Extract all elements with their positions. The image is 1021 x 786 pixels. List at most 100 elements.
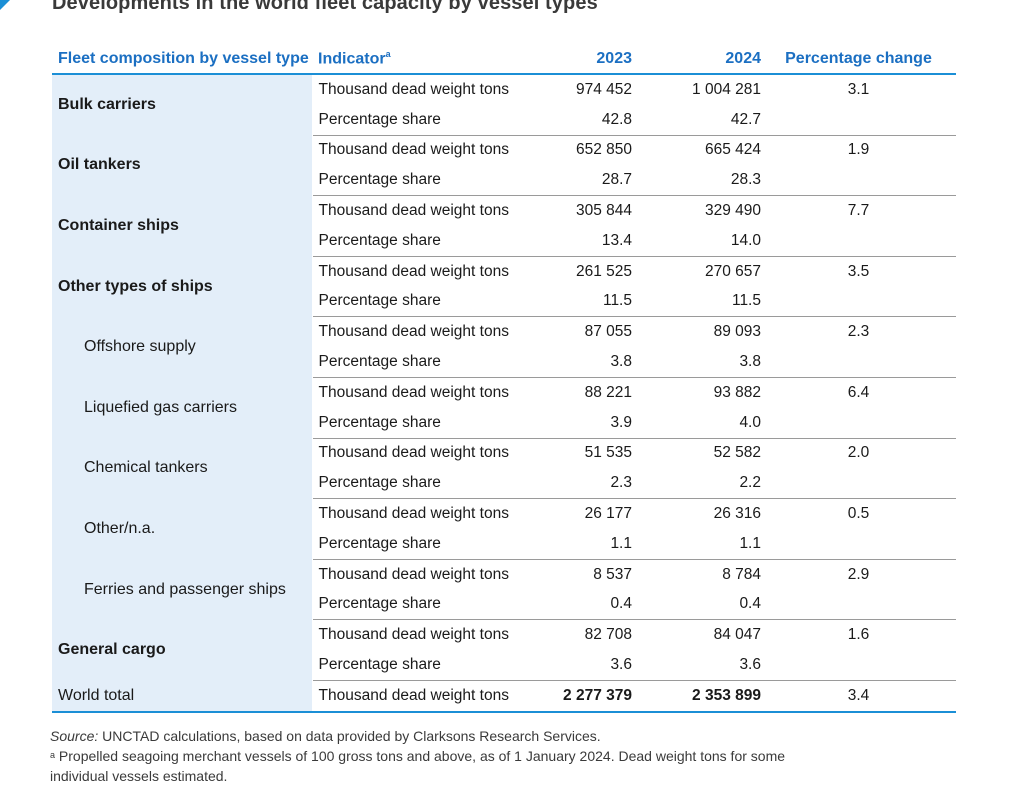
vessel-type-label: General cargo [52,619,313,681]
share-2024: 3.8 [632,347,761,378]
percentage-change-empty [761,407,956,439]
value-2023: 974 452 [575,80,632,98]
value-2023: 652 850 [575,141,632,159]
table-row: Percentage share 13.4 14.0 [52,225,956,257]
percentage-change-value: 0.5 [847,505,870,523]
vessel-type-label: Other types of ships [52,256,313,317]
share-2023: 11.5 [532,286,632,318]
table-row: Percentage share 28.7 28.3 [52,165,956,197]
percentage-change-empty [761,650,956,681]
table-row: Percentage share 42.8 42.7 [52,104,956,136]
header-percentage-change: Percentage change [761,44,956,75]
indicator-label: Percentage share [312,528,532,560]
header-2023: 2023 [532,44,632,75]
vessel-type-label: Other/n.a. [52,498,313,560]
percentage-change-value: 3.1 [847,80,870,98]
percentage-change-empty [761,468,956,500]
share-2023: 13.4 [532,225,632,257]
indicator-label: Thousand dead weight tons [318,383,509,401]
table-row: Percentage share 0.4 0.4 [52,589,956,621]
value-2024: 93 882 [713,383,761,401]
percentage-change-value: 1.9 [847,141,870,159]
table-row: Bulk carriers Thousand dead weight tons 97… [52,74,956,136]
indicator-label: Percentage share [312,104,532,136]
world-total-row: World total Thousand dead weight tons 2 27… [52,680,956,713]
value-2023: 51 535 [584,444,632,462]
percentage-change-empty [761,347,956,378]
source-note: Source: UNCTAD calculations, based on da… [50,726,830,746]
fleet-capacity-table: Fleet composition by vessel type Indicat… [52,44,956,713]
percentage-change-value: 3.5 [847,262,870,280]
indicator-label: Percentage share [312,225,532,257]
value-2023: 87 055 [584,323,632,341]
corner-accent [0,0,10,10]
percentage-change-empty [761,589,956,621]
value-2023: 82 708 [584,626,632,644]
indicator-label: Percentage share [312,347,532,378]
vessel-type-label: Offshore supply [52,316,313,378]
table-row: Oil tankers Thousand dead weight tons 652 … [52,135,956,196]
value-2024: 52 582 [713,444,761,462]
value-2024: 1 004 281 [692,80,761,98]
share-2023: 1.1 [532,528,632,560]
table-row: General cargo Thousand dead weight tons 82… [52,619,956,681]
value-2023: 305 844 [575,202,632,220]
world-total-label: World total [52,680,313,713]
share-2024: 2.2 [632,468,761,500]
percentage-change-value: 7.7 [847,202,870,220]
table-row: Other/n.a. Thousand dead weight tons 26 17… [52,498,956,560]
percentage-change-value: 2.3 [847,323,870,341]
indicator-label: Thousand dead weight tons [318,202,509,220]
indicator-label: Percentage share [312,468,532,500]
header-indicator: Indicatora [312,44,532,75]
source-text: UNCTAD calculations, based on data provi… [98,728,601,744]
share-2024: 28.3 [632,165,761,197]
vessel-type-label: Container ships [52,195,313,257]
value-2023: 26 177 [584,505,632,523]
share-2024: 3.6 [632,650,761,681]
table-notes: Source: UNCTAD calculations, based on da… [50,726,830,786]
indicator-label: Thousand dead weight tons [318,141,509,159]
indicator-label: Thousand dead weight tons [318,565,509,583]
value-2024: 89 093 [713,323,761,341]
source-label: Source: [50,728,99,744]
indicator-label: Percentage share [312,165,532,197]
share-2023: 3.9 [532,407,632,439]
indicator-label: Thousand dead weight tons [318,323,509,341]
share-2024: 1.1 [632,528,761,560]
indicator-label: Percentage share [312,589,532,621]
share-2024: 14.0 [632,225,761,257]
value-2024: 665 424 [704,141,761,159]
page-title: Developments in the world fleet capacity… [52,0,598,14]
table-row: Percentage share 3.8 3.8 [52,347,956,378]
share-2023: 0.4 [532,589,632,621]
world-total-2023: 2 277 379 [532,680,632,713]
indicator-label: Thousand dead weight tons [312,680,532,713]
percentage-change-empty [761,165,956,197]
percentage-change-value: 1.6 [847,626,870,644]
table-row: Percentage share 3.9 4.0 [52,407,956,439]
table-row: Liquefied gas carriers Thousand dead weig… [52,377,956,439]
value-2023: 8 537 [593,565,632,583]
vessel-type-label: Chemical tankers [52,438,313,499]
vessel-type-label: Liquefied gas carriers [52,377,313,439]
footnote: a Propelled seagoing merchant vessels of… [50,746,830,786]
table-row: Percentage share 3.6 3.6 [52,650,956,681]
indicator-label: Percentage share [312,650,532,681]
table-row: Other types of ships Thousand dead weight… [52,256,956,317]
value-2024: 270 657 [704,262,761,280]
indicator-label: Thousand dead weight tons [318,626,509,644]
footnote-marker: a [50,750,56,760]
footnote-text: Propelled seagoing merchant vessels of 1… [50,748,786,784]
indicator-label: Percentage share [312,407,532,439]
indicator-footnote-marker: a [385,48,391,59]
world-total-change: 3.4 [761,680,956,713]
indicator-label: Thousand dead weight tons [318,444,509,462]
table-row: Percentage share 1.1 1.1 [52,528,956,560]
vessel-type-label: Bulk carriers [52,74,313,136]
indicator-label: Thousand dead weight tons [318,262,509,280]
value-2023: 88 221 [584,383,632,401]
vessel-type-label: Ferries and passenger ships [52,559,313,620]
indicator-label: Percentage share [312,286,532,318]
indicator-label: Thousand dead weight tons [318,80,509,98]
